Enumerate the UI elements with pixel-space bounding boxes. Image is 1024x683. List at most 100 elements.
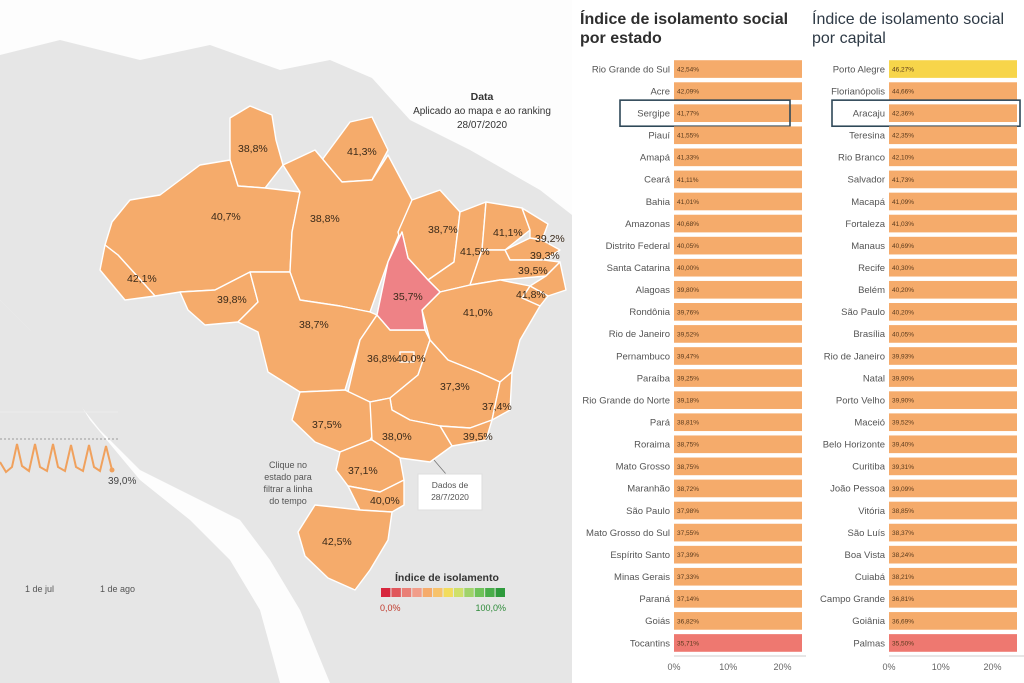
capital-bar-belo-horizonte[interactable]	[889, 435, 1017, 454]
state-bar-acre[interactable]	[674, 82, 802, 100]
capital-bar-belem[interactable]	[889, 280, 1017, 299]
state-shapes[interactable]	[99, 105, 567, 591]
capital-bar-rio-branco[interactable]	[889, 148, 1017, 167]
state-rio-grande-do-sul[interactable]	[297, 504, 393, 591]
state-bar-tocantins[interactable]	[674, 634, 802, 652]
state-bar-paraiba[interactable]	[674, 369, 802, 387]
capital-bar-maceio[interactable]	[889, 413, 1017, 432]
capital-bar-manaus[interactable]	[889, 236, 1017, 255]
state-ranking-chart[interactable]: Rio Grande do Sul 42,54% Acre 42,09% Sergipe…	[572, 0, 806, 683]
state-value-mato-grosso-do-sul: 37,55%	[677, 530, 699, 537]
timeline-last-point[interactable]	[109, 467, 115, 473]
state-bar-ceara[interactable]	[674, 170, 802, 189]
capital-bar-boa-vista[interactable]	[889, 545, 1017, 564]
capital-bar-curitiba[interactable]	[889, 457, 1017, 476]
capital-value-belo-horizonte: 39,40%	[892, 442, 914, 449]
state-bar-para[interactable]	[674, 413, 802, 432]
capital-value-belem: 40,20%	[892, 287, 914, 294]
capital-bar-sao-luis[interactable]	[889, 523, 1017, 542]
state-value-piaui: 41,55%	[677, 133, 699, 140]
capital-bar-teresina[interactable]	[889, 126, 1017, 145]
timeline[interactable]: 39,0% 1 de jul 1 de ago	[0, 411, 136, 594]
capital-bar-salvador[interactable]	[889, 170, 1017, 189]
hint-line-4: do tempo	[269, 496, 307, 506]
state-bar-parana[interactable]	[674, 589, 802, 608]
map-value-bahia: 41,0%	[463, 307, 493, 319]
state-distrito-federal[interactable]	[399, 351, 415, 363]
capital-label-cuiaba: Cuiabá	[855, 572, 886, 583]
brazil-map[interactable]: 39,0% 1 de jul 1 de ago	[0, 0, 572, 683]
map-value-parana: 37,1%	[348, 465, 378, 477]
state-bar-rio-grande-do-norte[interactable]	[674, 391, 802, 409]
capital-value-fortaleza: 41,03%	[892, 221, 914, 228]
legend-swatch	[412, 588, 422, 597]
capital-bar-aracaju[interactable]	[889, 104, 1017, 123]
state-bar-maranhao[interactable]	[674, 479, 802, 498]
capital-value-rio-branco: 42,10%	[892, 155, 914, 162]
state-bar-amazonas[interactable]	[674, 214, 802, 233]
timeline-x-label-jul: 1 de jul	[25, 584, 54, 594]
capital-bar-palmas[interactable]	[889, 634, 1017, 652]
capital-ranking-chart[interactable]: Porto Alegre 46,27% Florianópolis 44,66% Ara…	[806, 0, 1024, 683]
state-label-parana: Paraná	[639, 594, 670, 605]
state-x-tick: 0%	[667, 662, 680, 672]
state-alagoas[interactable]	[529, 261, 567, 297]
capital-bar-goiania[interactable]	[889, 612, 1017, 630]
state-label-sergipe: Sergipe	[637, 108, 670, 119]
state-bar-goias[interactable]	[674, 612, 802, 630]
state-bar-sao-paulo[interactable]	[674, 501, 802, 520]
capital-bar-vitoria[interactable]	[889, 501, 1017, 520]
capital-bar-fortaleza[interactable]	[889, 214, 1017, 233]
state-ceara[interactable]	[481, 201, 531, 251]
state-bar-mato-grosso-do-sul[interactable]	[674, 523, 802, 542]
capital-bar-rio-de-janeiro[interactable]	[889, 347, 1017, 365]
capital-label-porto-alegre: Porto Alegre	[833, 64, 885, 75]
state-bar-roraima[interactable]	[674, 435, 802, 454]
capital-bar-porto-alegre[interactable]	[889, 60, 1017, 78]
state-value-labels: 38,8% 41,3% 40,7% 38,8% 42,1% 38,7% 41,1…	[127, 143, 565, 548]
timeline-line	[0, 443, 113, 474]
timeline-x-label-ago: 1 de ago	[100, 584, 135, 594]
state-label-rio-grande-do-sul: Rio Grande do Sul	[592, 64, 670, 75]
state-bar-distrito-federal[interactable]	[674, 236, 802, 255]
state-espirito-santo[interactable]	[491, 371, 513, 421]
capital-bar-cuiaba[interactable]	[889, 567, 1017, 586]
capital-bar-natal[interactable]	[889, 369, 1017, 387]
map-value-para: 38,8%	[310, 213, 340, 225]
capital-value-porto-velho: 39,90%	[892, 398, 914, 405]
state-value-parana: 37,14%	[677, 596, 699, 603]
state-bar-rondonia[interactable]	[674, 303, 802, 321]
state-bar-rio-grande-do-sul[interactable]	[674, 60, 802, 78]
state-bar-minas-gerais[interactable]	[674, 567, 802, 586]
capital-label-teresina: Teresina	[849, 131, 886, 142]
date-value[interactable]: 28/07/2020	[457, 120, 507, 131]
state-value-santa-catarina: 40,00%	[677, 265, 699, 272]
capital-x-tick: 10%	[932, 662, 950, 672]
state-bar-piaui[interactable]	[674, 126, 802, 145]
capital-bar-joao-pessoa[interactable]	[889, 479, 1017, 498]
state-bar-amapa[interactable]	[674, 148, 802, 167]
state-bar-bahia[interactable]	[674, 192, 802, 211]
capital-bar-sao-paulo[interactable]	[889, 303, 1017, 321]
state-bar-alagoas[interactable]	[674, 280, 802, 299]
capital-bar-macapa[interactable]	[889, 192, 1017, 211]
state-tocantins-highlight[interactable]	[376, 231, 441, 331]
state-bar-santa-catarina[interactable]	[674, 258, 802, 277]
capital-bar-recife[interactable]	[889, 258, 1017, 277]
state-value-maranhao: 38,72%	[677, 486, 699, 493]
state-acre[interactable]	[99, 244, 156, 301]
state-bar-mato-grosso[interactable]	[674, 457, 802, 476]
state-bar-rio-de-janeiro[interactable]	[674, 325, 802, 343]
capital-bar-florianopolis[interactable]	[889, 82, 1017, 100]
capital-bar-porto-velho[interactable]	[889, 391, 1017, 409]
map-value-tocantins: 35,7%	[393, 291, 423, 303]
capital-value-rio-de-janeiro: 39,93%	[892, 353, 914, 360]
map-value-mato-grosso-do-sul: 37,5%	[312, 419, 342, 431]
state-bar-espirito-santo[interactable]	[674, 545, 802, 564]
capital-bar-campo-grande[interactable]	[889, 589, 1017, 608]
state-mato-grosso[interactable]	[237, 271, 378, 393]
map-value-piaui: 41,5%	[460, 246, 490, 258]
state-bar-sergipe[interactable]	[674, 104, 802, 123]
capital-bar-brasilia[interactable]	[889, 325, 1017, 343]
state-bar-pernambuco[interactable]	[674, 347, 802, 365]
